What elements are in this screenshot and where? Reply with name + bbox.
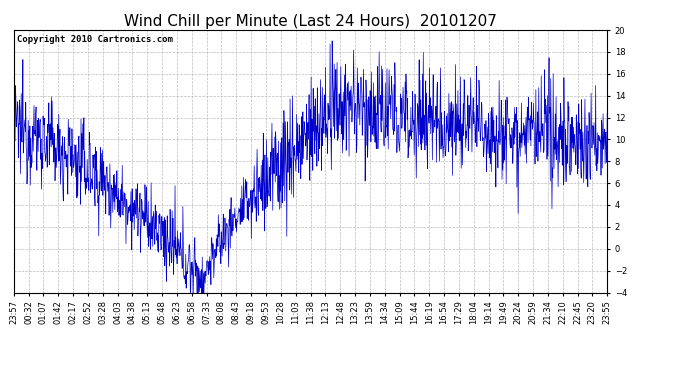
- Title: Wind Chill per Minute (Last 24 Hours)  20101207: Wind Chill per Minute (Last 24 Hours) 20…: [124, 14, 497, 29]
- Text: Copyright 2010 Cartronics.com: Copyright 2010 Cartronics.com: [17, 35, 172, 44]
